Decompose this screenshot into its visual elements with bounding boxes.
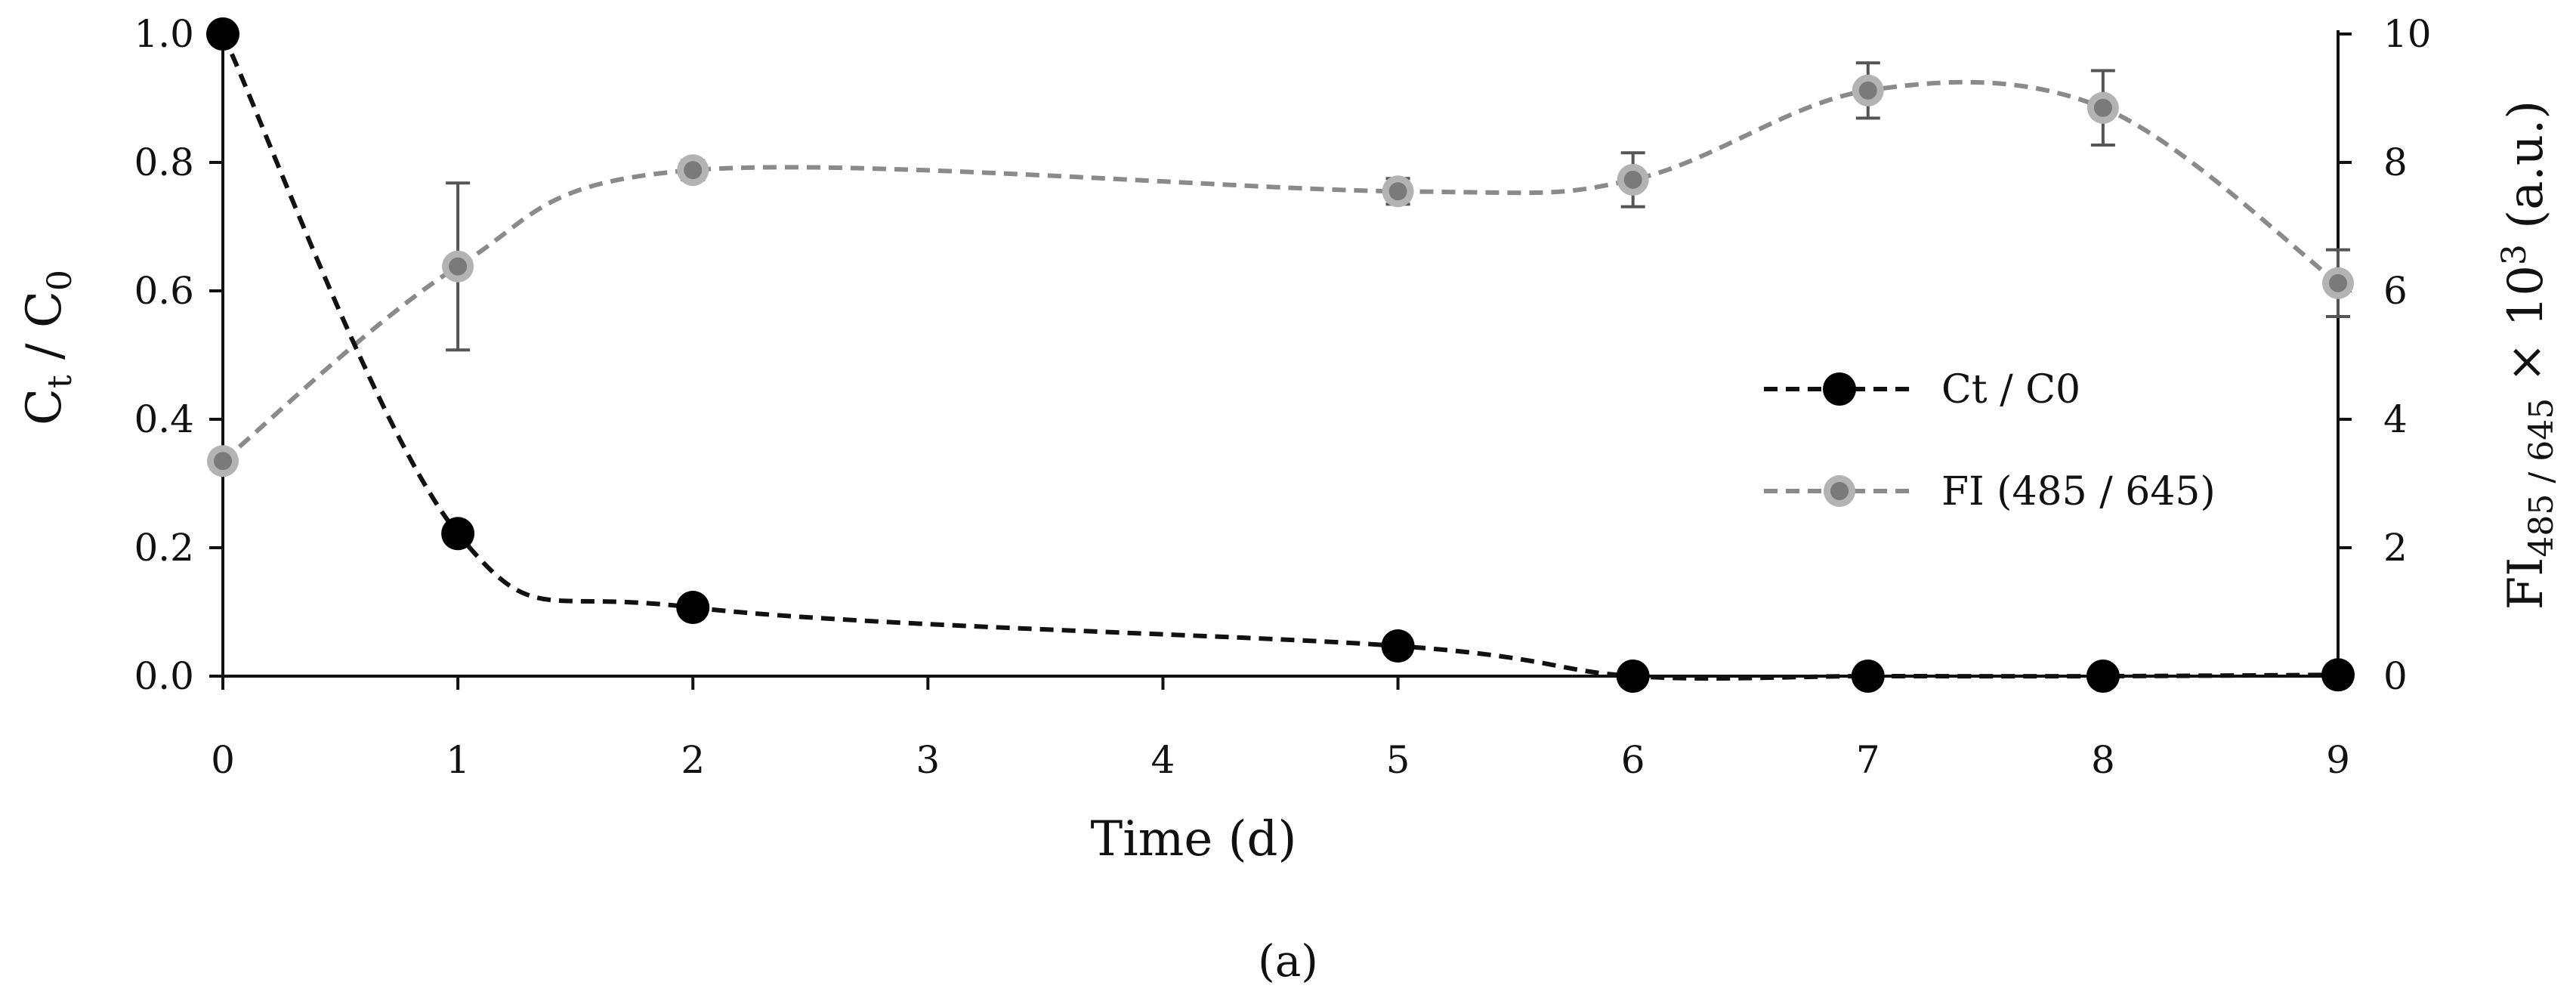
- data-point-ct-c0: [2086, 660, 2120, 693]
- legend-marker-ct-c0: [1823, 372, 1856, 406]
- x-axis-title: Time (d): [1091, 811, 1297, 867]
- series-layer: [206, 17, 2355, 693]
- data-point-ct-c0: [1851, 660, 1885, 693]
- series-line-ct-c0: [221, 32, 2339, 681]
- figure-caption: (a): [1258, 935, 1318, 987]
- data-point-ct-c0: [1616, 660, 1650, 693]
- legend-marker-core-fi: [1830, 482, 1849, 500]
- y-left-title-sub1: t: [41, 375, 79, 388]
- data-point-ct-c0: [206, 17, 239, 51]
- y-right-title-sub: 485 / 645: [2522, 398, 2561, 558]
- y-left-axis-title: Ct / C0: [17, 270, 79, 425]
- x-tick-label: 9: [2326, 738, 2350, 782]
- data-point-ct-c0: [2321, 658, 2355, 692]
- data-point-core-fi: [684, 161, 703, 180]
- x-tick-label: 2: [681, 738, 705, 782]
- legend: Ct / C0 FI (485 / 645): [1764, 367, 2216, 514]
- data-point-core-fi: [214, 452, 232, 471]
- data-point-core-fi: [2329, 273, 2347, 292]
- data-point-core-fi: [1858, 81, 1877, 100]
- y-right-title-main: FI: [2498, 558, 2554, 610]
- y-right-tick-label: 10: [2383, 12, 2432, 56]
- axes: 0 1 2 3 4 5 6 7 8 9 0.0 0.2 0.4 0.6 0.8 1.0 0 2 4 6 8 10: [134, 12, 2431, 782]
- data-point-ct-c0: [1381, 629, 1415, 663]
- y-left-tick-label: 1.0: [134, 12, 194, 56]
- data-point-ct-c0: [441, 517, 475, 551]
- y-right-title-tail: (a.u.): [2498, 100, 2554, 244]
- y-left-tick-label: 0.2: [134, 526, 194, 570]
- y-right-title-sup: 3: [2495, 244, 2534, 265]
- y-right-tick-label: 6: [2383, 269, 2408, 313]
- y-right-tick-label: 0: [2383, 654, 2408, 698]
- data-point-core-fi: [1623, 170, 1642, 189]
- y-right-tick-label: 4: [2383, 397, 2408, 441]
- data-point-ct-c0: [676, 591, 710, 625]
- data-point-core-fi: [449, 257, 468, 276]
- x-tick-label: 8: [2091, 738, 2115, 782]
- y-left-title-sub2: 0: [41, 270, 79, 291]
- legend-label-fi: FI (485 / 645): [1941, 469, 2216, 514]
- data-point-core-fi: [1388, 182, 1407, 201]
- y-right-title-mid: × 10: [2498, 265, 2554, 398]
- x-tick-label: 4: [1151, 738, 1175, 782]
- y-left-tick-label: 0.6: [134, 269, 194, 313]
- x-tick-label: 7: [1856, 738, 1880, 782]
- y-left-tick-label: 0.4: [134, 397, 194, 441]
- y-right-tick-label: 2: [2383, 526, 2408, 570]
- y-left-title-main: C: [17, 388, 73, 425]
- series-line-fi: [221, 79, 2340, 463]
- x-tick-label: 3: [916, 738, 940, 782]
- y-left-tick-label: 0.8: [134, 141, 194, 184]
- y-left-title-mid: / C: [17, 291, 73, 375]
- y-right-axis-title: FI485 / 645 × 103 (a.u.): [2495, 100, 2561, 610]
- x-tick-label: 5: [1386, 738, 1410, 782]
- x-tick-label: 0: [211, 738, 235, 782]
- data-point-core-fi: [2093, 98, 2112, 117]
- legend-label-ct-c0: Ct / C0: [1941, 367, 2080, 412]
- x-tick-label: 6: [1621, 738, 1645, 782]
- y-right-tick-label: 8: [2383, 141, 2408, 184]
- x-tick-label: 1: [446, 738, 470, 782]
- y-left-tick-label: 0.0: [134, 654, 194, 698]
